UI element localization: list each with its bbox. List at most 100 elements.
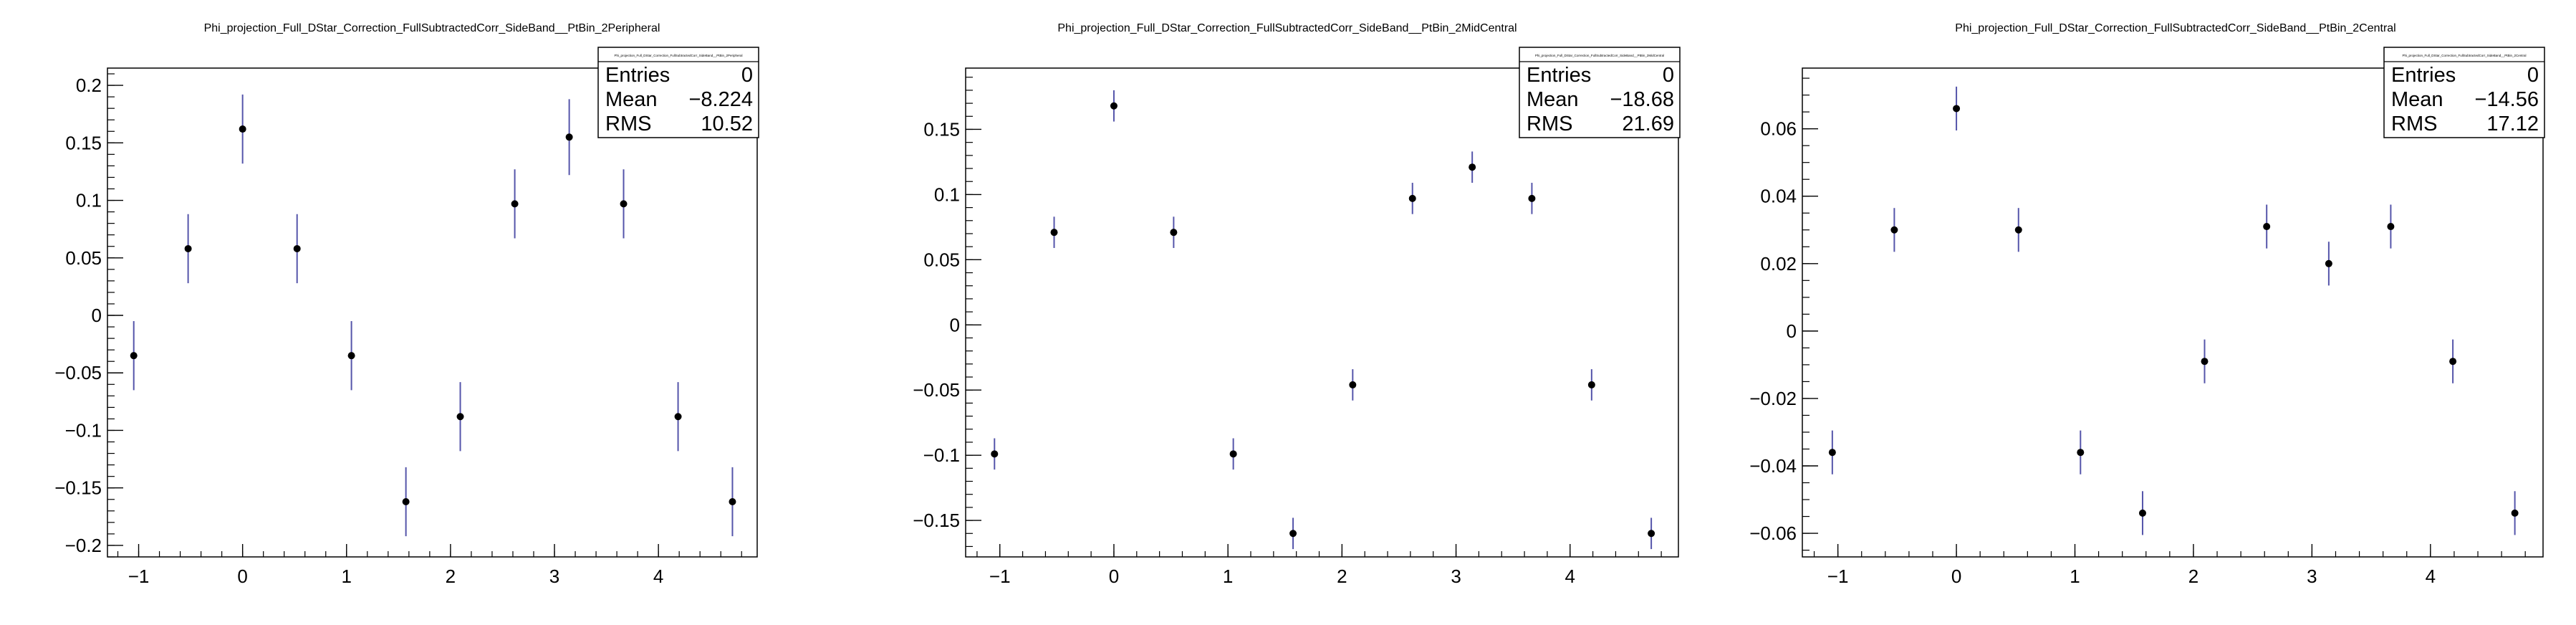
stats-value: −8.224 (688, 88, 753, 111)
plot-frame (107, 67, 758, 558)
data-point (2387, 223, 2395, 231)
x-tick-label: 2 (446, 566, 456, 587)
x-tick-label: 4 (2426, 566, 2436, 587)
stats-label: Entries (2391, 64, 2456, 87)
y-tick-label: 0.05 (65, 247, 102, 269)
data-point (1890, 226, 1898, 234)
data-point (1828, 449, 1836, 457)
stats-label: Entries (1527, 64, 1591, 87)
stats-value: −18.68 (1610, 88, 1674, 111)
data-point (293, 244, 301, 252)
data-point (1110, 102, 1118, 110)
y-tick-label: −0.05 (54, 362, 102, 383)
stats-value: 0 (741, 64, 753, 87)
data-point (2511, 509, 2519, 517)
y-tick-label: −0.02 (1749, 388, 1797, 409)
data-point (565, 133, 573, 141)
data-point (729, 497, 736, 505)
x-tick-label: 4 (1565, 566, 1575, 587)
stats-box: Phi_projection_Full_DStar_Correction_Ful… (2383, 47, 2545, 138)
y-tick-label: −0.2 (65, 535, 102, 556)
stats-label: RMS (2391, 113, 2437, 135)
stats-label: Mean (1527, 88, 1579, 111)
x-tick-label: −1 (1827, 566, 1849, 587)
data-series (130, 94, 736, 537)
stats-label: RMS (1527, 113, 1572, 135)
data-point (2325, 259, 2332, 267)
data-point (2014, 226, 2022, 234)
data-point (511, 200, 519, 208)
stats-value: −14.56 (2474, 88, 2539, 111)
y-tick-label: 0.15 (65, 132, 102, 153)
x-tick-label: 3 (2307, 566, 2317, 587)
y-tick-label: −0.06 (1749, 523, 1797, 544)
chart-panel-2: Phi_projection_Full_DStar_Correction_Ful… (913, 22, 1681, 587)
x-tick-label: 2 (1337, 566, 1347, 587)
data-point (239, 125, 246, 133)
data-point (2263, 223, 2271, 231)
y-tick-label: 0 (1787, 320, 1797, 342)
chart-title: Phi_projection_Full_DStar_Correction_Ful… (1955, 22, 2395, 34)
x-tick-label: 4 (653, 566, 663, 587)
stats-label: RMS (605, 113, 651, 135)
data-point (1408, 194, 1416, 202)
chart-panel-1: Phi_projection_Full_DStar_Correction_Ful… (54, 22, 759, 587)
data-point (1229, 450, 1237, 458)
stats-box-frame (1519, 47, 1681, 138)
stats-label: Mean (2391, 88, 2443, 111)
y-tick-label: −0.05 (913, 379, 960, 401)
x-tick-label: 0 (1951, 566, 1961, 587)
x-tick-label: 2 (2188, 566, 2198, 587)
data-point (674, 413, 682, 421)
y-tick-label: 0.1 (934, 183, 960, 205)
data-point (1050, 229, 1058, 237)
chart-panel-3: Phi_projection_Full_DStar_Correction_Ful… (1749, 22, 2545, 587)
stats-box-frame (2383, 47, 2545, 138)
data-point (456, 413, 464, 421)
y-tick-label: 0 (92, 305, 102, 326)
data-point (402, 497, 410, 505)
data-point (1528, 194, 1536, 202)
data-point (1289, 530, 1297, 538)
x-tick-label: 3 (1451, 566, 1461, 587)
plot-frame (965, 67, 1679, 558)
data-point (1587, 381, 1595, 388)
x-tick-label: 1 (2070, 566, 2080, 587)
y-tick-label: −0.15 (54, 477, 102, 499)
data-point (130, 352, 138, 360)
stats-value: 10.52 (701, 113, 753, 135)
stats-value: 17.12 (2486, 113, 2539, 135)
stats-box-title: Phi_projection_Full_DStar_Correction_Ful… (614, 54, 742, 57)
stats-box-title: Phi_projection_Full_DStar_Correction_Ful… (2402, 54, 2526, 57)
stats-box: Phi_projection_Full_DStar_Correction_Ful… (597, 47, 759, 138)
data-point (620, 200, 628, 208)
y-tick-label: −0.1 (65, 419, 102, 441)
chart-title: Phi_projection_Full_DStar_Correction_Ful… (1057, 22, 1517, 34)
stats-value: 21.69 (1622, 113, 1674, 135)
data-series (991, 90, 1655, 550)
x-tick-label: −1 (989, 566, 1011, 587)
x-tick-label: 3 (549, 566, 559, 587)
stats-label: Mean (605, 88, 658, 111)
data-point (2201, 358, 2209, 366)
data-point (347, 352, 355, 360)
y-tick-label: 0.06 (1760, 118, 1797, 140)
y-tick-label: 0 (950, 314, 960, 335)
y-tick-label: 0.15 (923, 118, 960, 140)
stats-box-title: Phi_projection_Full_DStar_Correction_Ful… (1535, 54, 1664, 57)
x-tick-label: 0 (237, 566, 247, 587)
y-tick-label: −0.1 (923, 444, 960, 466)
plot-frame (1802, 67, 2544, 558)
y-tick-label: 0.2 (76, 75, 102, 96)
data-point (2077, 449, 2085, 457)
y-tick-label: −0.04 (1749, 455, 1797, 477)
y-tick-label: 0.05 (923, 249, 960, 270)
data-point (991, 450, 999, 458)
data-point (1170, 229, 1178, 237)
stats-label: Entries (605, 64, 670, 87)
data-point (184, 244, 192, 252)
x-tick-label: 1 (1223, 566, 1233, 587)
data-point (2449, 358, 2457, 366)
data-point (1648, 530, 1655, 538)
